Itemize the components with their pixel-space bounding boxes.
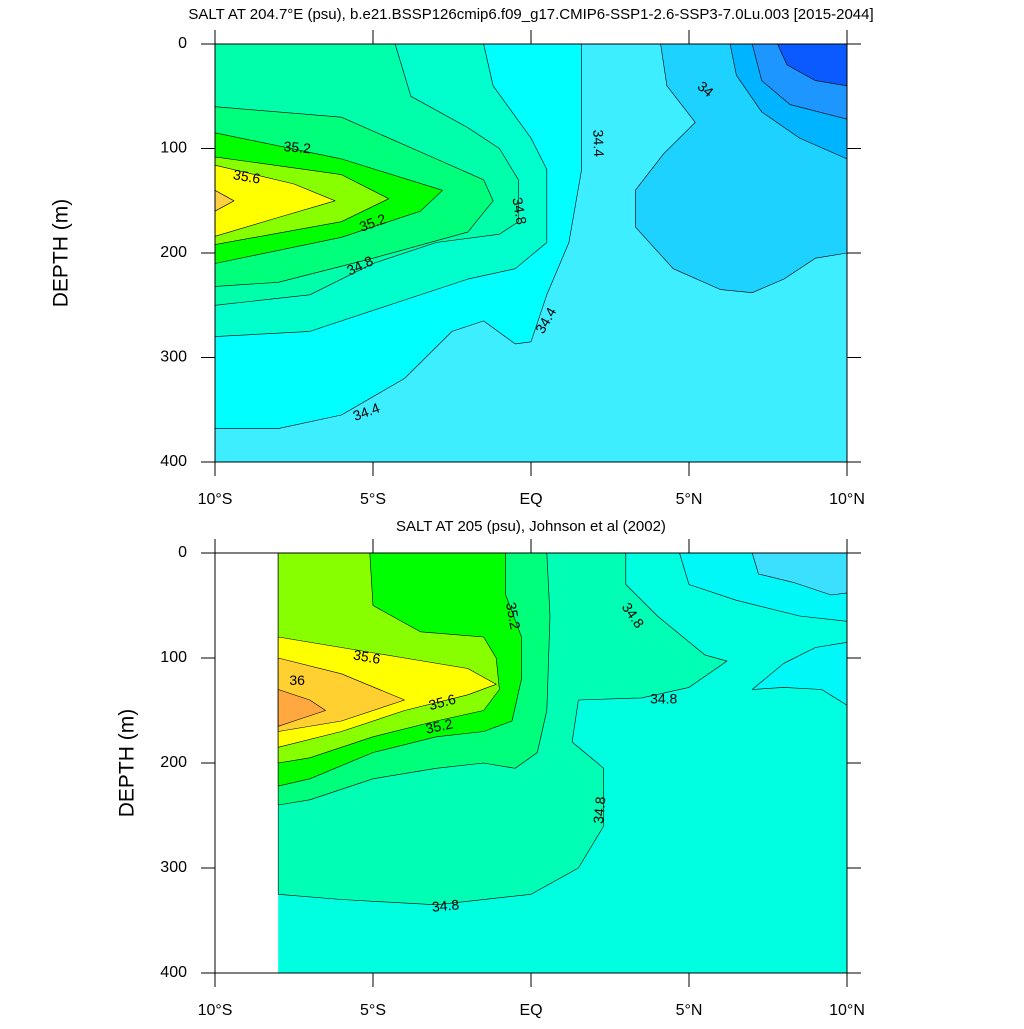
contour-label: 34.8 — [590, 796, 608, 825]
x-tick-label: 5°S — [360, 1002, 386, 1019]
chart-title: SALT AT 205 (psu), Johnson et al (2002) — [396, 518, 666, 535]
y-tick-label: 100 — [160, 649, 187, 666]
y-tick-label: 100 — [160, 140, 187, 157]
chart-title: SALT AT 204.7°E (psu), b.e21.BSSP126cmip… — [188, 6, 873, 23]
contour-label: 34.8 — [509, 196, 530, 226]
x-tick-label: 10°N — [829, 1002, 865, 1019]
x-tick-label: EQ — [519, 491, 542, 508]
x-tick-label: 5°N — [676, 491, 703, 508]
y-tick-label: 300 — [160, 349, 187, 366]
contour-label: 34.8 — [431, 896, 460, 914]
x-tick-label: 10°S — [198, 1002, 233, 1019]
contour-label: 35.6 — [352, 646, 382, 667]
contour-label: 35.6 — [427, 691, 458, 714]
y-tick-label: 0 — [178, 544, 187, 561]
contour-label: 34.8 — [650, 691, 677, 707]
contour-label: 35.2 — [283, 138, 312, 156]
y-tick-label: 400 — [160, 453, 187, 470]
x-tick-label: 10°N — [829, 491, 865, 508]
contour-label: 35.2 — [503, 601, 524, 631]
chart: 35.235.635.234.834.834.434.434.434010020… — [50, 6, 874, 508]
y-axis-label: DEPTH (m) — [50, 199, 73, 308]
x-tick-label: EQ — [519, 1002, 542, 1019]
contour-fill — [277, 689, 326, 727]
contour-label: 35.2 — [424, 715, 454, 736]
y-tick-label: 300 — [160, 859, 187, 876]
y-tick-label: 200 — [160, 244, 187, 261]
x-tick-label: 10°S — [198, 491, 233, 508]
chart: 35.2 34.835.63635.635.234.834.834.8010020… — [116, 518, 865, 1019]
contour-label: 35.6 — [232, 166, 262, 187]
x-tick-label: 5°N — [676, 1002, 703, 1019]
contour-label: 34.4 — [590, 129, 607, 157]
y-axis-label: DEPTH (m) — [116, 709, 139, 818]
y-tick-label: 200 — [160, 754, 187, 771]
y-tick-label: 0 — [178, 35, 187, 52]
y-tick-label: 400 — [160, 964, 187, 981]
x-tick-label: 5°S — [360, 491, 386, 508]
contour-label: 36 — [289, 672, 305, 688]
